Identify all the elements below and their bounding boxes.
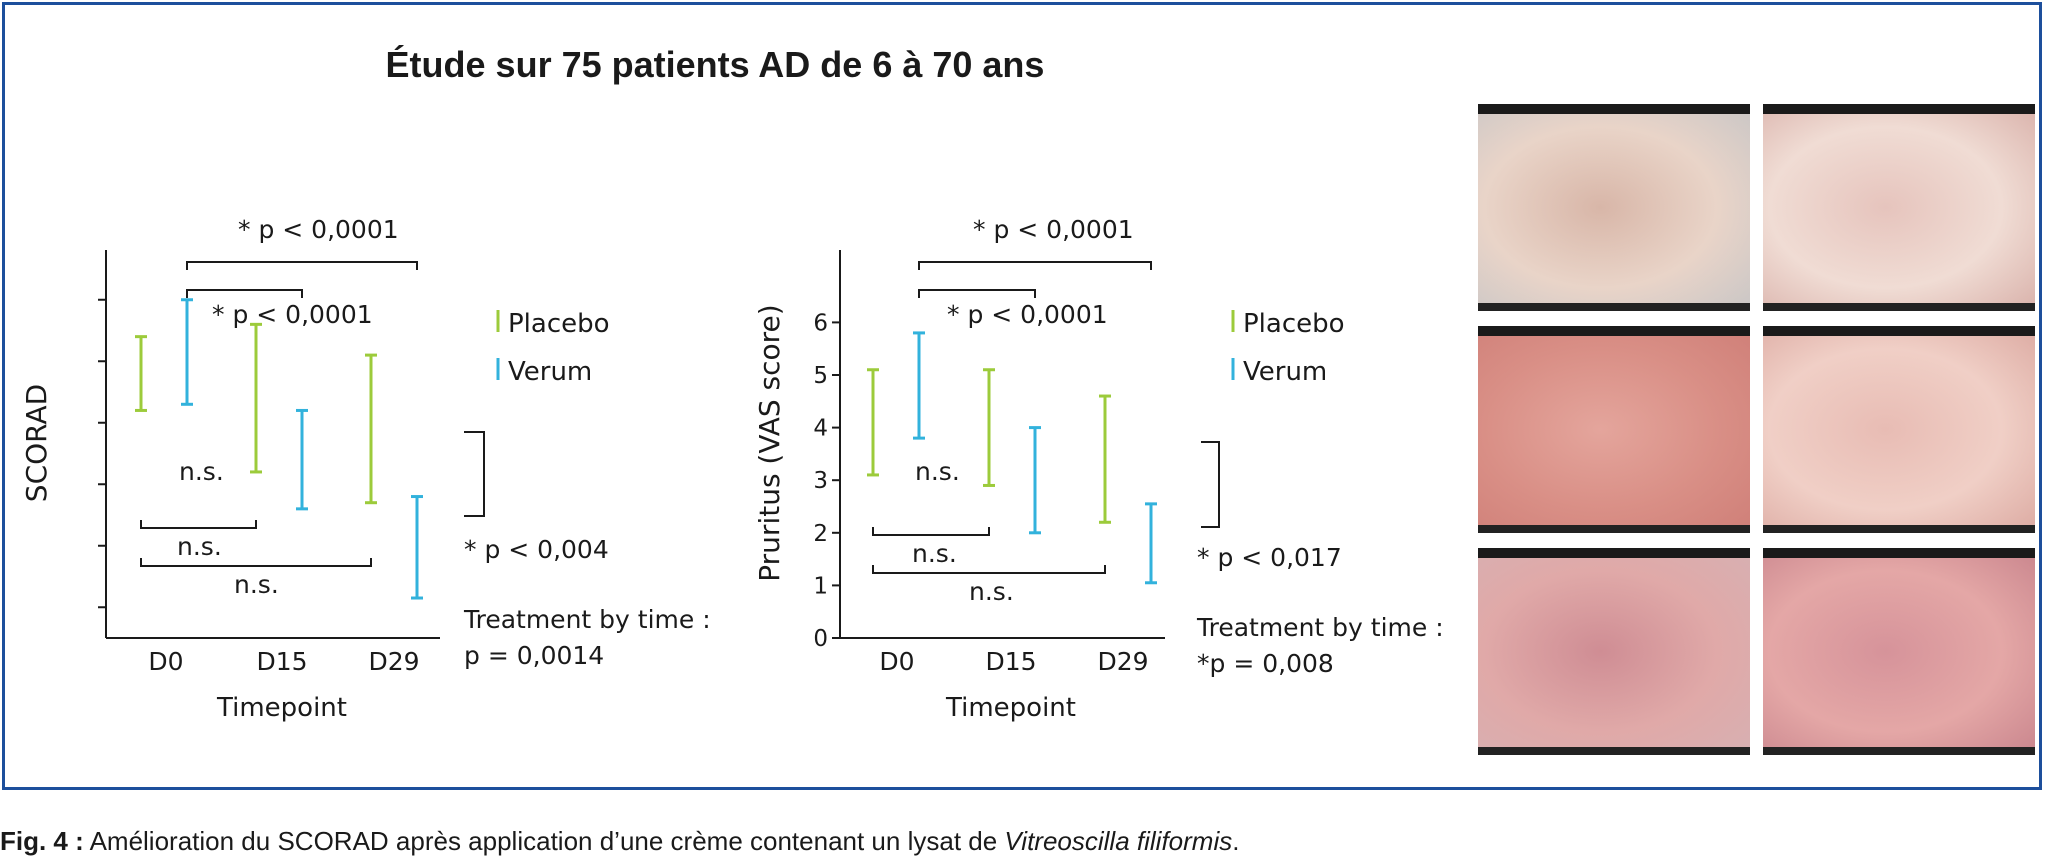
photo-r1-right <box>1763 104 2035 311</box>
annotation-treatment-p: p = 0,0014 <box>464 641 604 670</box>
legend-label-verum: Verum <box>1243 357 1327 387</box>
y-axis-label: Pruritus (VAS score) <box>753 304 786 581</box>
photo-r3-right <box>1763 548 2035 755</box>
y-tick-label: 6 <box>813 310 828 336</box>
photo-r2-right <box>1763 326 2035 533</box>
annotation-ns-mid: n.s. <box>179 457 224 486</box>
x-axis-label: Timepoint <box>945 693 1076 723</box>
annotation-side-p: * p < 0,004 <box>464 535 609 564</box>
caption-text: Amélioration du SCORAD après application… <box>83 826 1005 856</box>
photo-r2-left <box>1478 326 1750 533</box>
caption-label: Fig. 4 : <box>0 826 84 856</box>
x-tick-label: D0 <box>879 647 914 676</box>
annotation-top-inner: * p < 0,0001 <box>212 300 373 329</box>
annotation-treatment-p: *p = 0,008 <box>1197 649 1334 678</box>
figure-title: Étude sur 75 patients AD de 6 à 70 ans <box>385 44 1045 85</box>
bracket-top-inner <box>918 289 1036 298</box>
x-tick-label: D15 <box>985 647 1036 676</box>
chart-scorad: SCORAD D0 D15 D29 Timepoint * p < 0,0001 * p <… <box>20 215 711 723</box>
annotation-top-inner: * p < 0,0001 <box>947 300 1108 329</box>
annotation-top-outer: * p < 0,0001 <box>238 215 399 244</box>
annotation-ns-2: n.s. <box>969 577 1014 606</box>
x-tick-label: D15 <box>256 647 307 676</box>
bracket-ns-2 <box>140 558 372 567</box>
legend-label-verum: Verum <box>508 357 592 387</box>
chart-pruritus: 0 1 2 3 4 5 6 Pruritus (VAS score) D0 D15 D29 Timep… <box>753 215 1444 723</box>
bracket-ns-1 <box>872 527 990 536</box>
bracket-top-inner <box>186 289 303 298</box>
annotation-ns-mid: n.s. <box>915 457 960 486</box>
x-axis-label: Timepoint <box>216 693 347 723</box>
photo-r1-left <box>1478 104 1750 311</box>
annotation-ns-1: n.s. <box>177 532 222 561</box>
y-tick-label: 1 <box>813 573 828 599</box>
annotation-ns-1: n.s. <box>912 539 957 568</box>
bracket-ns-2 <box>872 565 1106 574</box>
annotation-treatment-label: Treatment by time : <box>1196 613 1444 642</box>
caption-end: . <box>1232 826 1240 856</box>
x-tick-label: D29 <box>1097 647 1148 676</box>
annotation-top-outer: * p < 0,0001 <box>973 215 1134 244</box>
y-tick-label: 5 <box>813 363 828 389</box>
figure-frame <box>2 2 2042 790</box>
annotation-ns-2: n.s. <box>234 570 279 599</box>
figure-caption: Fig. 4 : Amélioration du SCORAD après ap… <box>0 826 1239 857</box>
bracket-side <box>464 431 485 517</box>
caption-species: Vitreoscilla filiformis <box>1004 826 1233 856</box>
y-tick-label: 0 <box>813 626 828 652</box>
y-axis-label: SCORAD <box>20 384 53 502</box>
x-tick-label: D0 <box>148 647 183 676</box>
bracket-top-outer <box>186 261 418 270</box>
annotation-side-p: * p < 0,017 <box>1197 543 1342 572</box>
legend-label-placebo: Placebo <box>508 309 610 339</box>
x-tick-label: D29 <box>368 647 419 676</box>
y-tick-label: 4 <box>813 416 828 442</box>
annotation-treatment-label: Treatment by time : <box>463 605 711 634</box>
y-tick-label: 2 <box>813 521 828 547</box>
bracket-side <box>1201 441 1220 528</box>
y-tick-label: 3 <box>813 468 828 494</box>
legend-label-placebo: Placebo <box>1243 309 1345 339</box>
bracket-ns-1 <box>140 520 257 529</box>
bracket-top-outer <box>918 261 1152 270</box>
photo-r3-left <box>1478 548 1750 755</box>
